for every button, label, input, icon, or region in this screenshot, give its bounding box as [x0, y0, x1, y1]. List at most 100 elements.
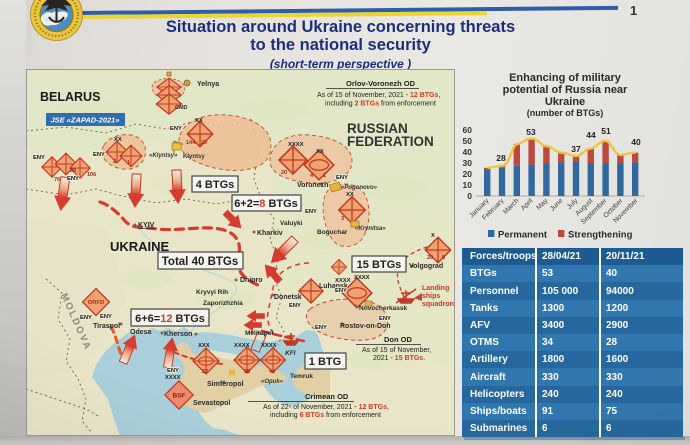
- svg-text:Valuyki: Valuyki: [280, 220, 303, 227]
- svg-text:106: 106: [87, 172, 96, 178]
- svg-text:RUSSIAN: RUSSIAN: [347, 121, 408, 136]
- svg-text:50: 50: [463, 136, 473, 146]
- svg-text:JSE «ZAPAD-2021»: JSE «ZAPAD-2021»: [50, 116, 119, 125]
- svg-text:Luhansk: Luhansk: [319, 283, 348, 290]
- svg-text:XXXX: XXXX: [288, 142, 304, 148]
- svg-text:XXX: XXX: [198, 343, 210, 349]
- svg-text:BSF: BSF: [173, 393, 186, 400]
- svg-text:Klyntsy: Klyntsy: [183, 154, 205, 160]
- svg-text:8: 8: [442, 255, 445, 261]
- svg-text:X: X: [431, 233, 435, 239]
- svg-text:4: 4: [310, 173, 314, 179]
- svg-text:XXXX: XXXX: [234, 343, 250, 349]
- svg-text:June: June: [549, 197, 565, 213]
- svg-text:Orlov-Voronezh OD: Orlov-Voronezh OD: [346, 79, 416, 88]
- svg-text:2: 2: [113, 159, 116, 165]
- svg-text:53: 53: [526, 127, 536, 137]
- svg-text:2021 - 15 BTGs.: 2021 - 15 BTGs.: [373, 355, 425, 362]
- svg-text:XXXX: XXXX: [261, 343, 277, 349]
- svg-text:Odesa: Odesa: [130, 329, 152, 336]
- svg-text:«Klyntsy»: «Klyntsy»: [149, 153, 178, 159]
- svg-text:6+6=12 BTGs: 6+6=12 BTGs: [135, 313, 205, 325]
- svg-text:Simferopol: Simferopol: [207, 381, 244, 388]
- svg-text:XX: XX: [346, 192, 354, 198]
- svg-text:XX: XX: [114, 137, 122, 143]
- svg-text:squadron: squadron: [422, 301, 454, 308]
- svg-text:Yelnya: Yelnya: [197, 81, 219, 88]
- svg-text:May: May: [535, 197, 549, 211]
- svg-text:Strengthening: Strengthening: [568, 230, 633, 241]
- svg-text:Rostov-on-Don: Rostov-on-Don: [340, 323, 391, 330]
- svg-text:6+2=8 BTGs: 6+2=8 BTGs: [234, 198, 298, 210]
- svg-text:«Pogonovo»: «Pogonovo»: [341, 185, 378, 191]
- svg-text:ENY: ENY: [167, 368, 179, 374]
- svg-text:including 6 BTGs from enforcem: including 6 BTGs from enforcement: [270, 412, 381, 419]
- svg-text:44: 44: [586, 130, 596, 140]
- svg-text:ENY: ENY: [100, 314, 112, 320]
- svg-text:Crimean OD: Crimean OD: [305, 392, 349, 401]
- svg-text:15 BTGs: 15 BTGs: [357, 259, 402, 271]
- svg-text:Novocherkassk: Novocherkassk: [359, 305, 407, 312]
- svg-text:ENY: ENY: [80, 315, 92, 321]
- svg-text:22: 22: [202, 369, 208, 375]
- svg-text:76: 76: [54, 177, 60, 183]
- svg-text:1: 1: [127, 160, 130, 166]
- svg-text:CMD: CMD: [175, 105, 188, 111]
- svg-text:Kharkiv: Kharkiv: [257, 230, 283, 237]
- svg-text:Voronezh: Voronezh: [297, 182, 328, 189]
- svg-text:98: 98: [70, 168, 76, 174]
- svg-text:As of 15⁯ of November, 2021 -: As of 15⁯ of November, 2021 - 12 BTGs,: [317, 92, 440, 99]
- svg-text:KFI: KFI: [285, 350, 296, 357]
- svg-text:Zaporizhzhia: Zaporizhzhia: [203, 300, 243, 307]
- svg-text:ENY: ENY: [170, 126, 182, 132]
- svg-text:ships: ships: [422, 293, 440, 300]
- svg-text:XXXX: XXXX: [354, 275, 370, 281]
- svg-text:UKRAINE: UKRAINE: [110, 239, 170, 254]
- svg-text:ENY: ENY: [305, 209, 317, 215]
- svg-text:Kherson: Kherson: [164, 331, 192, 338]
- svg-text:ENY: ENY: [379, 316, 391, 322]
- svg-text:20: 20: [463, 169, 473, 179]
- svg-text:Landing: Landing: [422, 285, 449, 292]
- svg-text:0: 0: [467, 191, 472, 201]
- svg-text:«Opuk»: «Opuk»: [261, 379, 284, 385]
- svg-text:Sevastopol: Sevastopol: [193, 400, 230, 407]
- svg-text:ENY: ENY: [67, 176, 79, 182]
- svg-text:60: 60: [463, 125, 473, 135]
- svg-text:28: 28: [496, 153, 506, 163]
- svg-text:58: 58: [244, 369, 250, 375]
- svg-text:ORFD: ORFD: [88, 300, 104, 306]
- svg-text:Boguchar: Boguchar: [317, 229, 348, 236]
- svg-text:ENY: ENY: [315, 325, 327, 331]
- svg-text:30: 30: [463, 158, 473, 168]
- svg-text:Temruk: Temruk: [290, 373, 313, 380]
- svg-text:March: March: [502, 197, 520, 215]
- svg-text:XX: XX: [195, 118, 203, 124]
- svg-text:As of 15⁯ of November,: As of 15⁯ of November,: [362, 347, 431, 354]
- svg-text:Donetsk: Donetsk: [274, 294, 302, 301]
- svg-text:20: 20: [281, 170, 287, 176]
- svg-text:20: 20: [427, 255, 433, 261]
- svg-text:Volgograd: Volgograd: [409, 263, 443, 270]
- svg-text:Tiraspol: Tiraspol: [93, 323, 120, 330]
- svg-text:ENY: ENY: [33, 155, 45, 161]
- svg-text:Total 40 BTGs: Total 40 BTGs: [162, 256, 238, 268]
- svg-text:including 2 BTGs from enforcem: including 2 BTGs from enforcement: [325, 101, 436, 108]
- svg-text:Don OD: Don OD: [384, 335, 412, 344]
- svg-text:Melitopol: Melitopol: [245, 330, 274, 337]
- svg-text:ENY: ENY: [289, 303, 301, 309]
- svg-text:KYIV: KYIV: [138, 222, 155, 229]
- svg-text:144: 144: [186, 140, 196, 146]
- svg-text:XX: XX: [316, 149, 324, 155]
- svg-text:ENY: ENY: [336, 175, 348, 181]
- svg-text:40: 40: [269, 369, 275, 375]
- svg-text:ENY: ENY: [335, 288, 347, 294]
- svg-text:April: April: [520, 197, 535, 212]
- svg-text:Dnipro: Dnipro: [240, 277, 263, 284]
- svg-text:«Krynitsa»: «Krynitsa»: [355, 226, 386, 232]
- svg-text:40: 40: [463, 147, 473, 157]
- svg-text:Kryvyi Rih: Kryvyi Rih: [196, 289, 228, 296]
- svg-text:XXXX: XXXX: [165, 375, 181, 381]
- svg-text:As of 22ⁿ of November, 2021 -: As of 22ⁿ of November, 2021 - 12 BTGs,: [263, 404, 389, 411]
- svg-text:40: 40: [631, 137, 641, 147]
